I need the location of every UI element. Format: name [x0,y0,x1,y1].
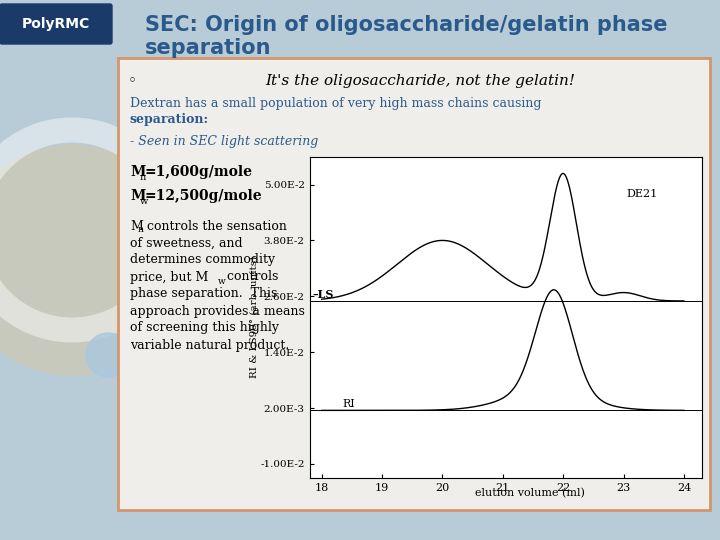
Text: w: w [140,198,148,206]
Text: M: M [130,189,145,203]
Text: of sweetness, and: of sweetness, and [130,237,243,249]
Text: of screening this highly: of screening this highly [130,321,279,334]
Text: SEC: Origin of oligosaccharide/gelatin phase: SEC: Origin of oligosaccharide/gelatin p… [145,15,667,35]
Text: M: M [130,219,143,233]
Text: price, but M: price, but M [130,271,208,284]
Text: - Seen in SEC light scattering: - Seen in SEC light scattering [130,134,318,147]
Text: RI: RI [343,399,356,409]
Text: n: n [140,173,146,183]
Text: controls the sensation: controls the sensation [143,219,287,233]
Text: –LS: –LS [312,288,334,300]
Text: ◦: ◦ [128,73,137,89]
Text: elution volume (ml): elution volume (ml) [475,488,585,498]
Text: PolyRMC: PolyRMC [22,17,90,31]
Text: separation: separation [145,38,271,58]
Text: approach provides a means: approach provides a means [130,305,305,318]
Text: phase separation.  This: phase separation. This [130,287,277,300]
Text: n: n [138,226,144,234]
FancyBboxPatch shape [0,4,112,44]
Text: =1,600g/mole: =1,600g/mole [145,165,253,179]
Text: w: w [218,276,226,286]
Text: variable natural product.: variable natural product. [130,339,289,352]
Text: It's the oligosaccharide, not the gelatin!: It's the oligosaccharide, not the gelati… [265,74,575,88]
Text: determines commodity: determines commodity [130,253,275,267]
Text: =12,500g/mole: =12,500g/mole [145,189,263,203]
Text: DE21: DE21 [626,189,658,199]
Circle shape [0,145,187,375]
Text: controls: controls [223,271,279,284]
Text: Dextran has a small population of very high mass chains causing: Dextran has a small population of very h… [130,97,541,110]
Circle shape [86,333,130,377]
FancyBboxPatch shape [118,58,710,510]
Text: separation:: separation: [130,113,209,126]
Text: M: M [130,165,145,179]
Y-axis label: RI & LS90° (arb. units): RI & LS90° (arb. units) [250,256,259,379]
